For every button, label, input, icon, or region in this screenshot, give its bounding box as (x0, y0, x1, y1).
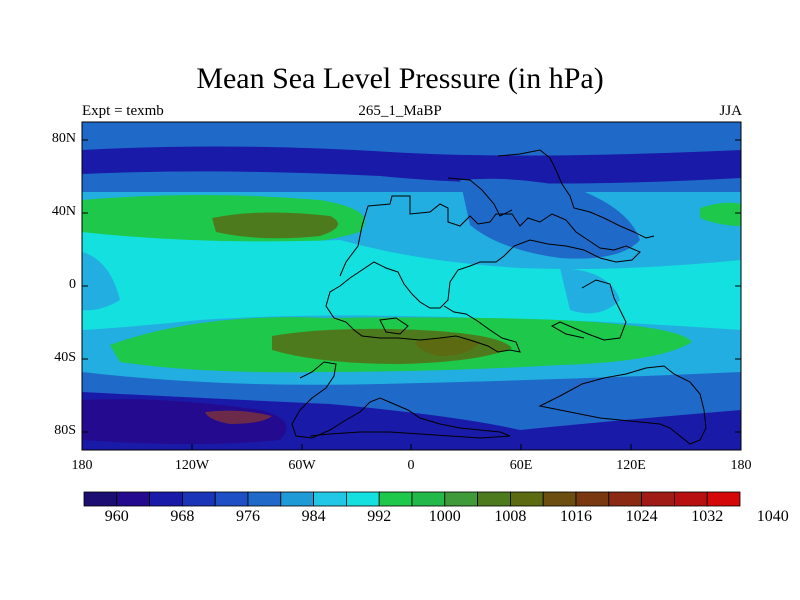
colorbar-swatch (477, 491, 511, 507)
colorbar-label: 960 (104, 508, 129, 525)
colorbar-swatch (575, 491, 610, 507)
colorbar-swatch (247, 491, 282, 507)
landmass-outline-north (447, 177, 513, 217)
colorbar-swatch (345, 491, 380, 507)
lat-tick-40n: 40N (51, 204, 76, 219)
lon-tick-60w: 60W (288, 458, 316, 473)
colorbar-swatch (674, 491, 708, 507)
colorbar-swatch (214, 491, 249, 507)
south-deepest-low (82, 399, 287, 444)
tropical-lowpocket-east (560, 268, 620, 314)
experiment-age-label: 265_1_MaBP (358, 103, 442, 119)
colorbar-swatch (116, 491, 151, 507)
landmass-outline-southeast (550, 279, 627, 341)
lon-tick-0: 0 (407, 458, 415, 473)
island-outline (379, 317, 409, 335)
colorbar-label: 1040 (756, 508, 789, 525)
season-label: JJA (719, 103, 742, 119)
colorbar-swatch (706, 491, 741, 507)
tropical-lowpocket (82, 252, 120, 311)
colorbar-label: 1024 (625, 508, 658, 525)
chart-title: Mean Sea Level Pressure (in hPa) (196, 62, 604, 95)
colorbar-swatch (280, 491, 314, 507)
landmass-outline-northeast (497, 149, 655, 239)
experiment-label: Expt = texmb (82, 103, 164, 119)
colorbar-label: 992 (367, 508, 392, 525)
colorbar-swatch (411, 491, 446, 507)
colorbar-label: 1000 (428, 508, 461, 525)
colorbar-swatch (313, 491, 347, 507)
colorbar-swatch (378, 491, 413, 507)
colorbar-swatch (542, 491, 577, 507)
lat-tick-80s: 80S (54, 423, 76, 438)
colorbar-swatch (149, 491, 183, 507)
north-deep-low (82, 146, 741, 184)
lat-tick-40s: 40S (54, 350, 76, 365)
landmass-outline-southeast-continent (538, 365, 707, 445)
south-high-peak (415, 338, 480, 356)
lon-tick-60e: 60E (509, 458, 533, 473)
south-low-core (205, 410, 272, 424)
continental-low (460, 178, 640, 259)
colorbar-swatch (181, 491, 216, 507)
colorbar-swatch (608, 491, 642, 507)
axis-ticks (82, 139, 741, 450)
lon-tick-180w: 180 (71, 458, 93, 473)
north-high-core (212, 212, 338, 239)
continent-outlines (291, 149, 707, 445)
colorbar (83, 491, 741, 507)
colorbar-swatch (444, 491, 478, 507)
north-pacific-high (700, 202, 741, 226)
lon-tick-120w: 120W (174, 458, 210, 473)
landmass-outline-main (325, 195, 641, 353)
colorbar-swatch (509, 491, 544, 507)
pressure-field (82, 122, 741, 450)
colorbar-label: 1032 (691, 508, 724, 525)
colorbar-label: 1016 (560, 508, 592, 525)
colorbar-label: 1008 (494, 508, 527, 525)
colorbar-label: 984 (301, 508, 326, 525)
colorbar-label: 976 (236, 508, 260, 525)
landmass-outline-west (339, 205, 369, 277)
colorbar-swatch (641, 491, 675, 507)
colorbar-swatch (83, 491, 118, 507)
landmass-outline-southwest (291, 361, 511, 439)
lon-tick-120e: 120E (616, 458, 646, 473)
lat-tick-0: 0 (69, 277, 76, 292)
lon-tick-180e: 180 (730, 458, 752, 473)
lat-tick-80n: 80N (51, 131, 76, 146)
colorbar-label: 968 (170, 508, 195, 525)
